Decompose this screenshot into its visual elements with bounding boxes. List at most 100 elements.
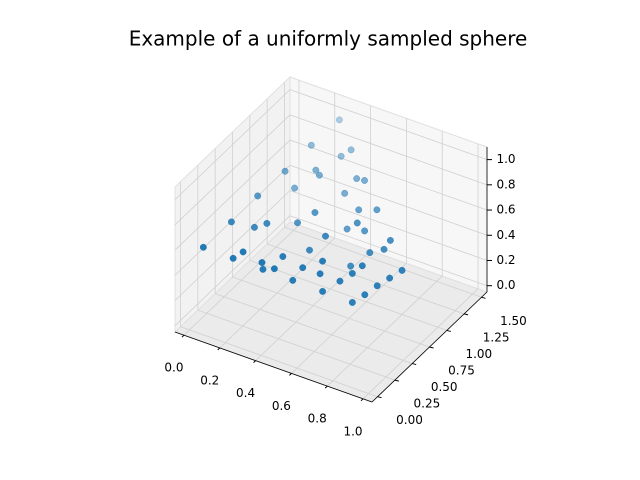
tick-mark [394,379,399,382]
grid-line [174,114,291,226]
tick-label: 0.2 [496,253,515,267]
point [343,225,351,233]
chart-title: Example of a uniformly sampled sphere [129,27,528,51]
grid-line [289,114,488,186]
grid-line [267,243,465,315]
point [386,274,394,282]
y-axis [371,291,488,403]
point [263,219,271,227]
tick-mark [181,334,185,338]
point [319,287,327,295]
point [341,189,349,197]
point [251,223,258,231]
tick-mark [377,396,382,399]
point [312,166,320,174]
tick-label: 1.25 [483,330,510,344]
grid-line [215,293,413,364]
grid-line [197,309,395,381]
tick-label: 0.0 [164,361,183,375]
point [373,206,381,214]
grid-line [289,190,488,261]
point [366,249,374,257]
grid-line [232,276,430,348]
tick-mark [464,313,469,316]
point [380,245,388,253]
point [355,206,363,214]
grid-line [174,139,291,251]
point [361,177,368,184]
grid-line [174,89,291,200]
tick-label: 0.0 [496,278,515,292]
point [373,282,381,290]
point [398,266,406,274]
tick-label: 1.0 [343,424,362,438]
point [227,218,235,226]
point [347,146,355,154]
point [199,243,207,251]
tick-mark [446,329,451,332]
point [239,248,247,256]
grid-line [174,190,291,301]
point [299,264,307,272]
point [361,291,369,299]
point [347,262,355,270]
tick-mark [289,373,292,376]
tick-mark [253,360,256,363]
tick-mark [481,296,486,299]
tick-label: 0.6 [496,203,515,217]
tick-mark [412,363,417,366]
point [353,219,361,227]
point [270,265,278,273]
tick-label: 0.75 [448,364,475,378]
tick-mark [324,385,328,389]
tick-label: 0.4 [236,386,255,400]
point [306,246,313,254]
point [358,262,366,270]
tick-label: 0.00 [396,413,423,427]
point [291,184,299,192]
grid-line [249,260,447,331]
tick-label: 1.00 [465,347,492,361]
point [322,232,329,240]
tick-label: 1.50 [500,314,527,328]
grid-line [174,215,291,326]
tick-mark [429,346,434,349]
point [336,277,344,285]
point [258,259,266,266]
tick-label: 1.0 [496,152,515,166]
grid-line [180,326,378,398]
point [279,253,287,260]
point [348,298,356,306]
point [307,141,315,149]
point [311,209,319,216]
tick-label: 0.8 [496,177,515,191]
tick-label: 0.2 [200,373,219,387]
point [315,171,323,179]
point [229,254,237,262]
tick-label: 0.50 [431,380,458,394]
point [386,236,394,244]
grid-line [284,226,482,298]
grid-line [289,89,488,160]
grid-line [289,164,488,236]
tick-label: 0.4 [496,228,515,242]
point [254,192,262,200]
point [319,257,327,265]
point [337,152,345,160]
grid-line [289,215,488,287]
point [335,116,343,124]
x-axis [174,331,373,403]
point [294,219,301,227]
tick-mark [217,347,221,351]
point [348,269,356,277]
tick-label: 0.8 [308,412,327,426]
tick-label: 0.25 [414,397,441,411]
point [259,265,267,273]
point [289,276,297,284]
tick-mark [360,398,364,402]
point [353,175,361,183]
grid-line [289,139,488,211]
point [361,227,369,235]
point [316,270,324,278]
